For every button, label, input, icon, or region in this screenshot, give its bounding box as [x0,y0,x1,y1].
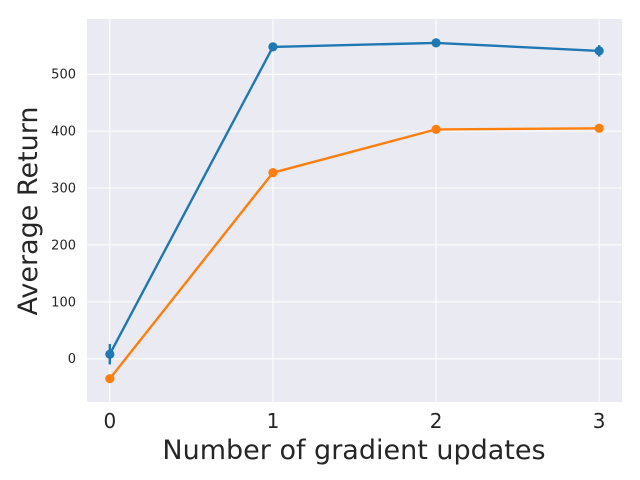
y-tick-label: 0 [68,352,76,367]
x-tick-labels: 0 1 2 3 [103,409,605,433]
y-tick-label: 200 [51,238,76,253]
x-tick-label: 0 [103,409,116,433]
data-point [594,123,604,133]
data-point [431,38,441,48]
series-0 [105,38,604,365]
y-tick-labels: 0 100 200 300 400 500 [51,68,76,368]
y-tick-label: 100 [51,295,76,310]
series-1 [105,123,604,384]
data-point [105,349,115,359]
series-layer [105,38,604,384]
x-tick-label: 2 [430,409,443,433]
y-tick-label: 300 [51,182,76,197]
series-line [108,127,600,380]
data-point [268,168,278,178]
y-tick-label: 400 [51,125,76,140]
series-line [108,41,600,355]
x-axis-label: Number of gradient updates [162,435,545,466]
grid-lines [87,19,622,402]
y-tick-label: 500 [51,68,76,83]
plot-area [87,19,622,402]
data-point [105,374,115,384]
data-point [594,46,604,56]
x-tick-label: 1 [267,409,280,433]
data-point [268,42,278,52]
x-tick-label: 3 [593,409,606,433]
y-axis-label: Average Return [13,106,44,315]
data-point [431,124,441,135]
